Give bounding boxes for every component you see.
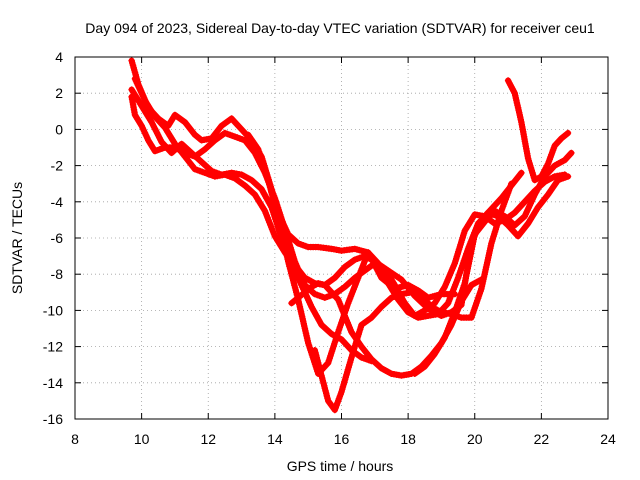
x-tick-label: 10 [134, 431, 150, 447]
y-tick-label: -16 [43, 411, 63, 427]
chart-title: Day 094 of 2023, Sidereal Day-to-day VTE… [85, 20, 595, 36]
x-tick-label: 16 [334, 431, 350, 447]
x-tick-label: 12 [200, 431, 216, 447]
x-axis-label: GPS time / hours [287, 458, 394, 474]
x-tick-label: 18 [400, 431, 416, 447]
y-axis-label: SDTVAR / TECUs [9, 182, 25, 294]
y-tick-label: -10 [43, 302, 63, 318]
x-tick-label: 20 [467, 431, 483, 447]
series-markers [311, 180, 515, 414]
y-tick-label: -8 [51, 266, 64, 282]
y-tick-label: -12 [43, 339, 63, 355]
series-line [411, 149, 575, 377]
data-series [128, 57, 575, 414]
y-tick-label: -6 [51, 230, 64, 246]
y-tick-label: 2 [55, 85, 63, 101]
y-tick-label: 4 [55, 49, 63, 65]
series-track-8 [411, 149, 575, 377]
series-track-5 [245, 131, 572, 377]
y-tick-label: 0 [55, 121, 63, 137]
y-tick-label: -4 [51, 194, 64, 210]
series-track-7 [311, 180, 515, 414]
x-tick-label: 22 [534, 431, 550, 447]
series-track-9 [504, 77, 572, 184]
series-markers [411, 149, 575, 377]
x-tick-label: 14 [267, 431, 283, 447]
y-tick-label: -2 [51, 158, 64, 174]
series-markers [504, 77, 572, 184]
x-tick-label: 8 [71, 431, 79, 447]
y-tick-label: -14 [43, 375, 63, 391]
x-tick-label: 24 [600, 431, 616, 447]
